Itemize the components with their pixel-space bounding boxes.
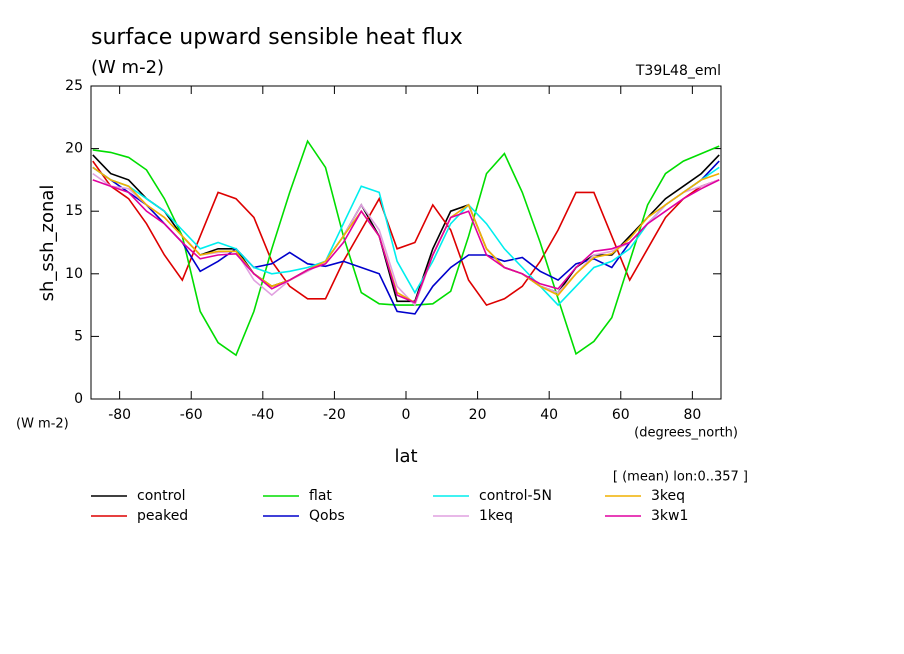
series-line	[92, 160, 720, 307]
annotation: T39L48_eml	[635, 63, 721, 79]
y-tick-label: 15	[65, 203, 83, 219]
y-tick-label: 10	[65, 266, 83, 282]
x-tick-label: 40	[540, 407, 558, 423]
legend-label: 3kw1	[651, 508, 688, 524]
y-units: (W m-2)	[16, 417, 69, 432]
legend-label: Qobs	[309, 508, 345, 524]
x-tick-label: 80	[683, 407, 701, 423]
note: [ (mean) lon:0..357 ]	[613, 470, 748, 485]
series-line	[92, 172, 720, 307]
series-line	[92, 160, 720, 315]
chart-title: surface upward sensible heat flux	[91, 25, 463, 50]
y-tick-label: 20	[65, 141, 83, 157]
x-tick-label: -80	[108, 407, 131, 423]
plot-frame	[90, 85, 722, 400]
x-axis-label: lat	[394, 446, 417, 467]
legend-label: flat	[309, 488, 332, 504]
y-tick-label: 5	[74, 328, 83, 344]
x-units: (degrees_north)	[634, 426, 738, 441]
legend-label: peaked	[137, 508, 188, 524]
legend-label: control-5N	[479, 488, 552, 504]
series-line	[92, 166, 720, 304]
x-tick-label: 20	[469, 407, 487, 423]
series-line	[92, 154, 720, 303]
chart-subtitle: (W m-2)	[91, 57, 164, 78]
series-line	[92, 179, 720, 304]
y-tick-label: 0	[74, 391, 83, 407]
y-axis-label: sh_ssh_zonal	[37, 185, 58, 302]
legend-label: 3keq	[651, 488, 685, 504]
x-tick-label: -60	[180, 407, 203, 423]
x-tick-label: 0	[402, 407, 411, 423]
legend-label: control	[137, 488, 186, 504]
series-line	[92, 166, 720, 307]
x-tick-label: 60	[612, 407, 630, 423]
legend-label: 1keq	[479, 508, 513, 524]
y-tick-label: 25	[65, 78, 83, 94]
x-tick-label: -40	[251, 407, 274, 423]
x-tick-label: -20	[323, 407, 346, 423]
series-line	[92, 139, 720, 357]
